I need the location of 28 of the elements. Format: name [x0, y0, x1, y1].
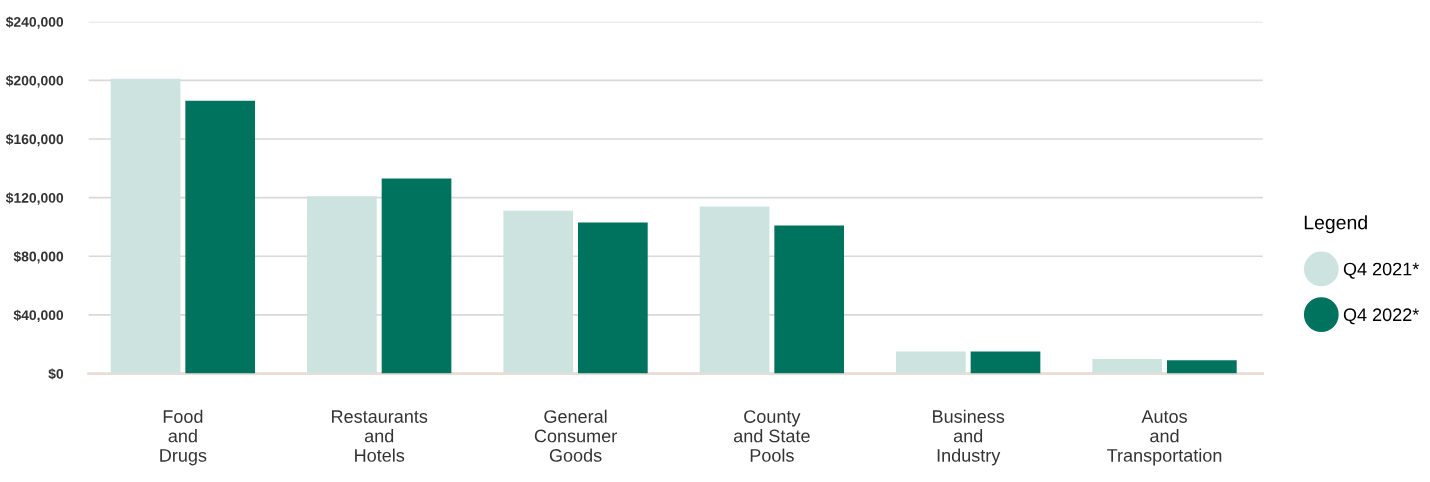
x-tick-label: Business and Industry: [933, 409, 1005, 466]
bar: [110, 78, 181, 374]
x-tick-label: County and State Pools: [733, 410, 810, 462]
bar: [307, 196, 377, 374]
bar: [1166, 360, 1237, 374]
y-tick-label: $120,000: [5, 192, 64, 205]
bar: [381, 178, 452, 374]
bar: [578, 222, 648, 374]
bar: [699, 206, 770, 374]
bar: [970, 351, 1041, 374]
y-tick-label: $80,000: [13, 250, 64, 264]
legend-label: Q4 2021*: [1343, 262, 1419, 279]
legend-title: Legend: [1304, 215, 1367, 234]
x-tick-label: Autos and Transportation: [1107, 410, 1222, 466]
x-tick-label: Restaurants and Hotels: [332, 410, 428, 462]
y-tick-label: $200,000: [5, 75, 64, 88]
y-tick-label: $0: [48, 368, 64, 380]
legend-label: Q4 2022*: [1343, 308, 1419, 325]
y-tick-label: $160,000: [5, 133, 64, 147]
bar: [774, 225, 845, 374]
bar: [503, 210, 574, 374]
bar: [1092, 358, 1163, 374]
y-tick-label: $240,000: [5, 16, 64, 29]
bar: [185, 100, 256, 374]
x-tick-label: General Consumer Goods: [534, 409, 617, 462]
y-tick-label: $40,000: [13, 309, 64, 323]
x-tick-label: Food and Drugs: [160, 409, 207, 466]
bar: [896, 351, 966, 374]
